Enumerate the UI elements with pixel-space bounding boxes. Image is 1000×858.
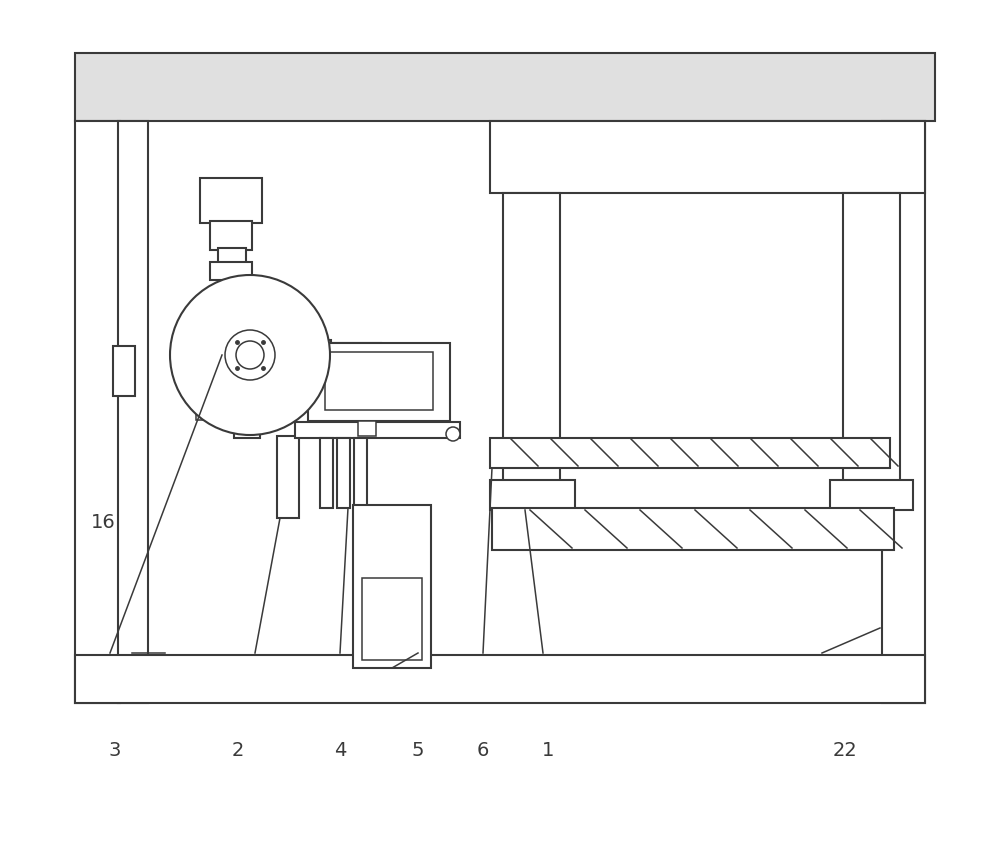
Bar (313, 340, 331, 368)
Bar (503, 193, 560, 483)
Bar (325, 352, 433, 410)
Circle shape (225, 330, 275, 380)
Bar (75, 53, 935, 121)
Bar (326, 343, 381, 365)
Text: 22: 22 (833, 740, 857, 759)
Bar (210, 221, 252, 250)
Bar (490, 480, 575, 510)
Text: 16: 16 (91, 513, 115, 533)
Bar (210, 262, 252, 280)
Text: 5: 5 (412, 740, 424, 759)
Text: 3: 3 (109, 740, 121, 759)
Bar (353, 505, 431, 668)
Bar (234, 353, 260, 438)
Bar (196, 390, 236, 420)
Bar (882, 121, 925, 703)
Bar (75, 121, 120, 703)
Bar (218, 248, 246, 264)
Bar (337, 438, 350, 508)
Circle shape (446, 427, 460, 441)
Bar (843, 193, 900, 483)
Bar (118, 121, 148, 703)
Bar (113, 346, 135, 396)
Text: 6: 6 (477, 740, 489, 759)
Bar (200, 178, 262, 223)
Bar (490, 438, 890, 468)
Bar (295, 422, 460, 438)
Bar (492, 508, 894, 550)
Bar (277, 436, 299, 518)
Bar (308, 343, 450, 421)
Circle shape (236, 341, 264, 369)
Bar (354, 438, 367, 508)
Bar (320, 438, 333, 508)
Bar (362, 578, 422, 660)
Bar (830, 480, 913, 510)
Bar (358, 421, 376, 436)
Text: 1: 1 (542, 740, 554, 759)
Text: 4: 4 (334, 740, 346, 759)
Circle shape (170, 275, 330, 435)
Bar (490, 121, 925, 193)
Text: 2: 2 (232, 740, 244, 759)
Bar (75, 655, 925, 703)
